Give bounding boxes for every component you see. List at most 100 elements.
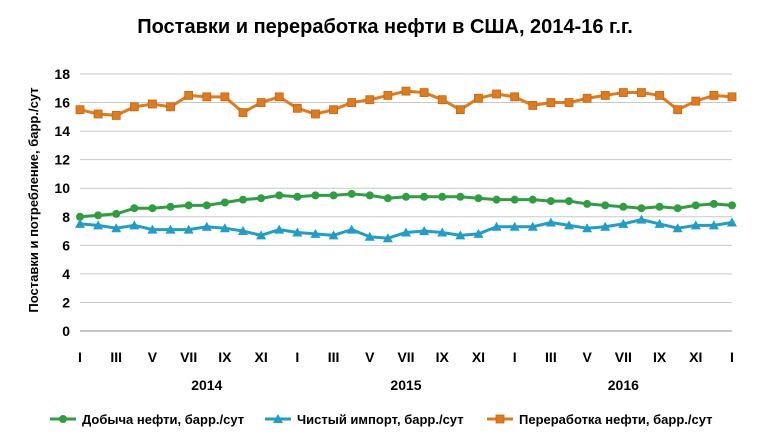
- data-point: [311, 109, 320, 119]
- data-point: [510, 195, 519, 204]
- data-point: [582, 93, 592, 103]
- x-tick-label: V: [148, 349, 158, 365]
- data-point: [347, 98, 357, 107]
- data-point: [582, 223, 593, 233]
- data-point: [129, 102, 139, 112]
- data-point: [257, 194, 266, 203]
- data-point: [437, 227, 448, 237]
- data-point: [564, 98, 574, 107]
- data-point: [600, 221, 611, 231]
- y-tick-label: 14: [54, 123, 70, 139]
- x-tick-label: I: [513, 349, 517, 365]
- data-point: [382, 233, 393, 243]
- year-label: 2014: [191, 377, 222, 393]
- y-tick-label: 12: [54, 152, 70, 168]
- data-point: [401, 86, 411, 96]
- data-point: [147, 224, 158, 234]
- year-label: 2016: [608, 377, 639, 393]
- data-point: [473, 228, 484, 238]
- legend-label: Добыча нефти, барр./сут: [82, 412, 244, 427]
- data-point: [401, 227, 411, 237]
- data-point: [202, 92, 212, 102]
- x-tick-label: I: [78, 349, 82, 365]
- chart-title: Поставки и переработка нефти в США, 2014…: [137, 16, 633, 38]
- data-point: [275, 191, 284, 200]
- data-point: [491, 221, 502, 231]
- data-point: [655, 202, 664, 211]
- data-point: [365, 191, 374, 200]
- data-point: [728, 201, 736, 210]
- data-point: [619, 202, 628, 211]
- data-point: [111, 223, 122, 233]
- data-point: [510, 92, 520, 102]
- data-point: [402, 192, 410, 201]
- data-point: [438, 192, 447, 201]
- data-point: [364, 231, 375, 241]
- data-point: [93, 220, 104, 230]
- legend-item: Чистый импорт, барр./сут: [265, 412, 464, 427]
- x-tick-label: III: [328, 349, 340, 365]
- data-point: [201, 221, 212, 231]
- data-point: [618, 88, 628, 97]
- x-tick-label: VII: [615, 349, 632, 365]
- data-point: [184, 201, 193, 210]
- y-axis-label: Поставки и потребление, барр./сут: [26, 87, 41, 312]
- data-point: [329, 191, 338, 200]
- data-point: [183, 224, 194, 234]
- legend-marker: [495, 414, 505, 424]
- data-point: [672, 223, 683, 233]
- data-point: [239, 195, 247, 204]
- data-point: [691, 201, 700, 210]
- data-point: [600, 91, 610, 100]
- data-point: [75, 105, 85, 115]
- data-point: [545, 217, 556, 227]
- data-point: [256, 98, 266, 107]
- data-point: [727, 92, 737, 102]
- legend-item: Переработка нефти, барр./сут: [487, 412, 713, 427]
- data-point: [166, 102, 175, 112]
- x-tick-label: V: [365, 349, 375, 365]
- x-tick-label: IX: [436, 349, 450, 365]
- y-tick-label: 6: [62, 237, 70, 253]
- data-point: [691, 96, 701, 106]
- data-point: [528, 101, 538, 110]
- data-point: [129, 220, 140, 230]
- data-point: [365, 95, 375, 105]
- data-point: [75, 218, 85, 228]
- x-tick-label: IX: [653, 349, 667, 365]
- data-point: [618, 218, 629, 228]
- series-3: [75, 86, 737, 120]
- y-tick-label: 4: [62, 266, 70, 282]
- data-point: [220, 92, 230, 102]
- x-tick-label: VII: [397, 349, 414, 365]
- series-1: [76, 189, 736, 221]
- data-point: [383, 194, 392, 203]
- y-tick-label: 8: [62, 209, 70, 225]
- data-point: [709, 199, 718, 208]
- data-point: [166, 202, 175, 211]
- data-point: [565, 197, 573, 206]
- data-point: [311, 191, 320, 200]
- year-label: 2015: [390, 377, 421, 393]
- data-point: [564, 220, 574, 230]
- data-point: [492, 195, 501, 204]
- data-point: [455, 230, 466, 240]
- series-2: [75, 214, 737, 243]
- data-point: [347, 189, 356, 198]
- data-point: [419, 226, 430, 236]
- data-point: [420, 192, 429, 201]
- data-point: [130, 204, 139, 213]
- data-point: [456, 192, 465, 201]
- y-tick-label: 16: [54, 95, 70, 111]
- x-tick-label: XI: [254, 349, 267, 365]
- data-point: [238, 108, 248, 117]
- legend-item: Добыча нефти, барр./сут: [50, 412, 244, 427]
- data-point: [727, 217, 737, 227]
- x-tick-label: III: [545, 349, 557, 365]
- data-point: [690, 220, 701, 230]
- data-point: [329, 105, 338, 115]
- data-point: [528, 195, 537, 204]
- data-point: [165, 224, 176, 234]
- data-point: [601, 201, 610, 210]
- data-point: [293, 192, 302, 201]
